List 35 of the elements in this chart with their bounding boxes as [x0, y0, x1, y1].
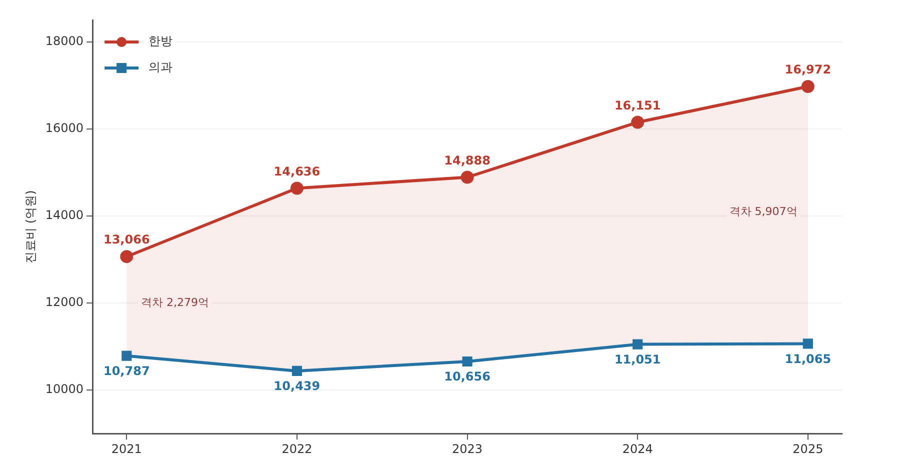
x-tick-label: 2021 — [111, 442, 142, 456]
x-tick-label: 2024 — [622, 442, 653, 456]
point — [462, 356, 472, 367]
point — [460, 170, 474, 184]
x-tick-label: 2022 — [282, 442, 312, 456]
point — [801, 80, 814, 94]
point — [290, 182, 304, 195]
data-label: 14,888 — [444, 153, 490, 168]
data-label: 10,787 — [103, 364, 150, 378]
point — [632, 339, 643, 350]
data-label: 11,051 — [614, 352, 661, 366]
x-tick-label: 2023 — [452, 442, 483, 456]
y-tick-label: 18000 — [45, 34, 84, 48]
data-label: 16,972 — [784, 62, 832, 77]
point — [802, 338, 813, 349]
data-label: 10,439 — [274, 379, 320, 394]
annotation: 격차 2,279억 — [141, 296, 210, 310]
point — [292, 366, 302, 376]
legend-label: 의과 — [148, 60, 173, 74]
annotation: 격차 5,907억 — [729, 205, 798, 218]
y-tick-label: 10000 — [45, 382, 84, 396]
data-label: 10,656 — [444, 370, 490, 384]
x-tick-label: 2025 — [792, 442, 824, 456]
data-label: 14,636 — [274, 164, 320, 178]
y-tick-label: 16000 — [45, 120, 84, 135]
y-axis-title: 진료비 (억원) — [23, 190, 38, 264]
data-label: 11,065 — [784, 352, 832, 366]
y-tick-label: 14000 — [45, 208, 84, 222]
point — [122, 350, 132, 361]
legend-label: 한방 — [148, 34, 173, 48]
point — [631, 116, 644, 129]
y-tick-label: 12000 — [45, 295, 84, 310]
point — [120, 250, 134, 264]
data-label: 16,151 — [614, 98, 661, 112]
data-label: 13,066 — [103, 232, 150, 247]
